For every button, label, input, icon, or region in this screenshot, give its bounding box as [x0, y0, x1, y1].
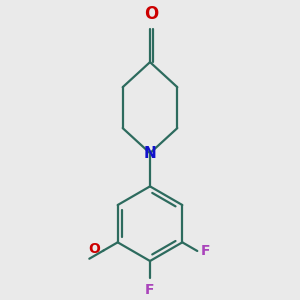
Text: N: N — [144, 146, 156, 160]
Text: F: F — [145, 283, 155, 297]
Text: F: F — [200, 244, 210, 258]
Text: O: O — [145, 5, 159, 23]
Text: O: O — [88, 242, 100, 256]
